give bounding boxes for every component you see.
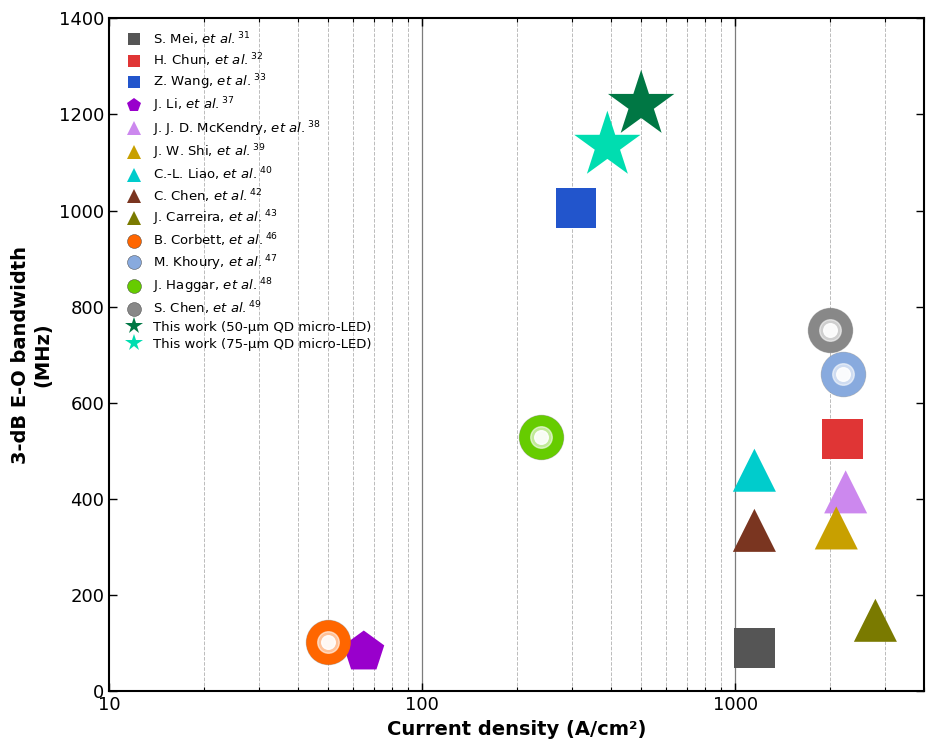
Point (534, 430, 549, 442)
Point (534, 430, 549, 442)
Point (828, 522, 843, 534)
Point (321, 637, 336, 649)
Point (868, 614, 883, 626)
Point (835, 368, 850, 380)
Point (835, 368, 850, 380)
Point (747, 524, 762, 536)
Point (835, 433, 850, 445)
Point (321, 637, 336, 649)
Point (747, 642, 762, 654)
Point (822, 324, 837, 336)
Point (356, 646, 371, 658)
Y-axis label: 3-dB E-O bandwidth
(MHz): 3-dB E-O bandwidth (MHz) (11, 246, 52, 464)
X-axis label: Current density (A/cm²): Current density (A/cm²) (387, 720, 646, 739)
Point (747, 464, 762, 476)
Point (534, 430, 549, 442)
Point (838, 486, 853, 498)
Point (321, 637, 336, 649)
Point (321, 637, 336, 649)
Point (822, 324, 837, 336)
Point (822, 324, 837, 336)
Legend: S. Mei, $\it{et\ al.}$$^{31}$, H. Chun, $\it{et\ al.}$$^{32}$, Z. Wang, $\it{et\: S. Mei, $\it{et\ al.}$$^{31}$, H. Chun, … (116, 25, 377, 355)
Point (822, 324, 837, 336)
Point (835, 368, 850, 380)
Point (835, 368, 850, 380)
Point (634, 99, 649, 111)
Point (600, 140, 615, 152)
Point (534, 430, 549, 442)
Point (568, 202, 583, 214)
